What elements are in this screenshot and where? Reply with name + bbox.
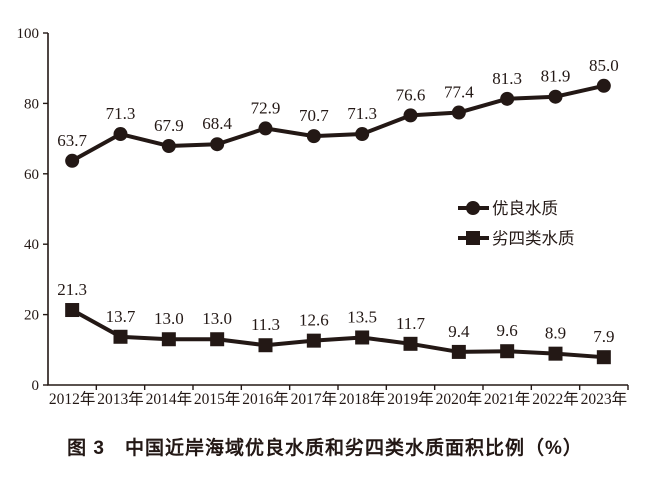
data-point-circle-icon (403, 108, 418, 123)
series-line-优良水质 (71, 83, 605, 163)
y-axis-label: 100 (17, 26, 40, 42)
data-label: 67.9 (154, 116, 184, 135)
x-axis-label: 2019年 (387, 390, 434, 408)
data-point-square-icon (306, 333, 321, 348)
data-label: 70.7 (299, 106, 329, 125)
data-label: 81.3 (492, 69, 522, 88)
y-axis-label: 0 (32, 378, 40, 394)
data-label: 63.7 (57, 131, 87, 150)
data-point-square-icon (403, 336, 418, 351)
data-label: 11.7 (396, 314, 426, 333)
x-axis-label: 2014年 (146, 390, 193, 408)
data-label: 76.6 (396, 85, 426, 104)
data-label: 12.6 (299, 311, 329, 330)
data-label: 21.3 (57, 280, 87, 299)
data-label: 68.4 (202, 114, 232, 133)
data-label: 77.4 (444, 83, 474, 102)
data-point-circle-icon (306, 129, 321, 144)
x-axis-label: 2012年 (49, 390, 96, 408)
data-point-square-icon (210, 332, 225, 347)
x-axis-label: 2020年 (436, 390, 483, 408)
data-point-circle-icon (161, 138, 176, 153)
legend-label: 优良水质 (492, 199, 558, 218)
data-label: 11.3 (251, 315, 280, 334)
data-label: 81.9 (541, 67, 571, 86)
legend-label: 劣四类水质 (492, 229, 575, 248)
data-point-square-icon (548, 346, 563, 361)
x-axis-label: 2018年 (339, 390, 386, 408)
data-point-square-icon (451, 344, 466, 359)
data-label: 13.7 (106, 307, 136, 326)
data-point-square-icon (113, 329, 128, 344)
data-label: 8.9 (545, 324, 566, 343)
data-label: 71.3 (106, 104, 136, 123)
x-axis-label: 2022年 (532, 390, 579, 408)
y-axis-label: 60 (24, 167, 39, 183)
x-axis-label: 2017年 (291, 390, 338, 408)
y-axis-label: 80 (24, 96, 39, 112)
legend-square-marker-icon (466, 231, 480, 245)
data-point-circle-icon (548, 89, 563, 104)
x-axis-label: 2015年 (194, 390, 241, 408)
data-label: 7.9 (593, 327, 614, 346)
x-axis-label: 2021年 (484, 390, 531, 408)
data-point-square-icon (355, 330, 370, 345)
data-point-square-icon (500, 344, 515, 359)
data-label: 13.0 (202, 309, 232, 328)
data-label: 13.5 (347, 307, 377, 326)
data-point-square-icon (161, 332, 176, 347)
data-label: 71.3 (347, 104, 377, 123)
data-point-square-icon (596, 350, 611, 365)
data-point-circle-icon (596, 78, 611, 93)
data-point-circle-icon (65, 153, 80, 168)
x-axis-label: 2013年 (97, 390, 144, 408)
data-label: 72.9 (251, 98, 281, 117)
y-axis-label: 20 (24, 308, 39, 324)
data-point-circle-icon (113, 127, 128, 142)
chart-area: 0 20 40 60 80 100 2012年 2013年 2014年 2015年 2016年 201… (17, 26, 629, 408)
data-point-square-icon (65, 303, 80, 318)
x-axis-label: 2016年 (242, 390, 289, 408)
data-point-circle-icon (355, 127, 370, 142)
series-line-劣四类水质 (71, 308, 604, 360)
data-label: 9.4 (448, 322, 470, 341)
figure-caption: 图 3 中国近岸海域优良水质和劣四类水质面积比例（%） (67, 438, 583, 459)
x-axis-label: 2023年 (581, 390, 628, 408)
data-label: 85.0 (589, 56, 619, 75)
data-point-circle-icon (258, 121, 273, 136)
data-point-circle-icon (451, 105, 466, 120)
data-point-square-icon (258, 338, 273, 353)
data-label: 9.6 (497, 321, 518, 340)
data-point-circle-icon (210, 137, 225, 152)
y-axis-label: 40 (24, 237, 39, 253)
legend-circle-marker-icon (466, 201, 480, 215)
data-point-circle-icon (500, 91, 515, 106)
data-label: 13.0 (154, 309, 184, 328)
